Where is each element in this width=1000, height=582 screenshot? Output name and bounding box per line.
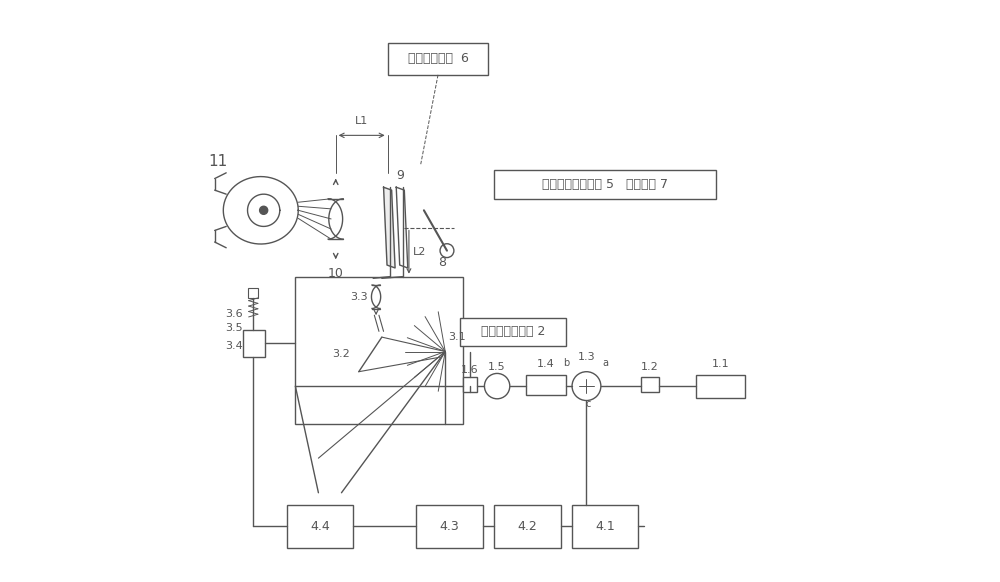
Text: 眼底照明组件  6: 眼底照明组件 6 <box>408 52 468 66</box>
Text: L1: L1 <box>355 116 368 126</box>
Bar <box>388 43 488 75</box>
Text: 10: 10 <box>328 267 344 280</box>
Text: 光学延迟线组件 2: 光学延迟线组件 2 <box>481 325 545 338</box>
Bar <box>641 378 659 392</box>
Text: c: c <box>586 399 591 410</box>
Text: 3.6: 3.6 <box>225 309 242 319</box>
Bar <box>416 505 483 548</box>
Bar <box>494 170 716 199</box>
Bar <box>248 288 258 298</box>
Bar <box>460 318 566 346</box>
Circle shape <box>260 206 268 214</box>
Text: 4.2: 4.2 <box>518 520 537 533</box>
Bar <box>494 505 561 548</box>
Text: 1.4: 1.4 <box>537 359 555 369</box>
Text: b: b <box>563 358 569 368</box>
Text: 4.3: 4.3 <box>440 520 459 533</box>
Text: 11: 11 <box>208 154 227 169</box>
Text: 1.3: 1.3 <box>578 352 595 362</box>
Text: 3.4: 3.4 <box>225 341 243 351</box>
Text: a: a <box>603 358 609 368</box>
Text: 3.5: 3.5 <box>225 324 242 333</box>
Text: 3.1: 3.1 <box>448 332 466 342</box>
Text: 9: 9 <box>396 169 404 182</box>
Text: 1.6: 1.6 <box>461 365 479 375</box>
Bar <box>287 505 353 548</box>
Text: 1.2: 1.2 <box>641 362 659 372</box>
Polygon shape <box>384 187 395 268</box>
Bar <box>572 505 638 548</box>
Text: 8: 8 <box>438 255 446 269</box>
Bar <box>526 375 566 395</box>
Text: 1.1: 1.1 <box>712 359 729 369</box>
Text: 被测眼固视光组件 5   观测单元 7: 被测眼固视光组件 5 观测单元 7 <box>542 178 668 191</box>
Text: 4.4: 4.4 <box>310 520 330 533</box>
Text: L2: L2 <box>413 247 426 257</box>
Bar <box>243 329 265 357</box>
Text: 3.2: 3.2 <box>333 349 350 360</box>
Text: 4.1: 4.1 <box>595 520 615 533</box>
Text: 3.3: 3.3 <box>350 292 368 301</box>
Bar <box>696 375 745 398</box>
Bar <box>463 378 477 392</box>
Text: 1.5: 1.5 <box>488 362 506 372</box>
Bar <box>295 276 463 424</box>
